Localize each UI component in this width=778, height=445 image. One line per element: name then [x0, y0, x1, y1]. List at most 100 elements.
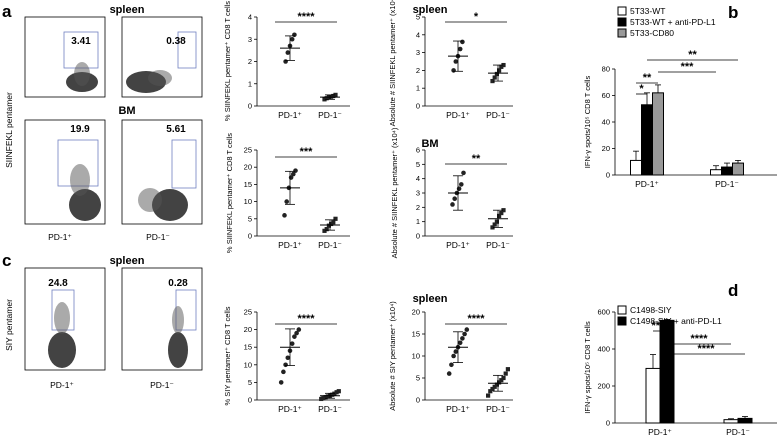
significance-label: **** — [690, 333, 708, 345]
y-tick-label: 2 — [416, 66, 420, 75]
flow-ylabel-a: SIINFEKL pentamer — [4, 92, 14, 168]
bar — [641, 104, 653, 176]
data-point — [284, 199, 290, 204]
data-point — [452, 196, 458, 202]
legend-label: 5T33-CD80 — [630, 28, 674, 38]
data-point — [505, 367, 510, 372]
bar — [645, 367, 661, 424]
data-point — [492, 222, 497, 227]
x-category-label: PD-1⁻ — [486, 110, 510, 120]
data-point — [464, 327, 470, 332]
data-point — [292, 32, 297, 38]
y-tick-label: 0 — [606, 419, 610, 428]
y-tick-label: 1 — [416, 217, 420, 226]
bar — [721, 166, 733, 176]
y-tick-label: 0 — [606, 171, 610, 180]
y-tick-label: 5 — [248, 214, 252, 223]
y-tick-label: 5 — [416, 13, 420, 22]
y-tick-label: 3 — [248, 35, 252, 44]
legend-swatch — [617, 28, 627, 38]
data-point — [451, 68, 456, 73]
data-point — [499, 64, 504, 69]
y-tick-label: 1 — [416, 84, 420, 93]
data-point — [460, 39, 465, 45]
title-spleen-c: spleen — [413, 293, 448, 305]
y-tick-label: 3 — [416, 48, 420, 57]
data-point — [459, 182, 464, 187]
title-spleen-a: spleen — [413, 4, 448, 16]
significance-label: * — [639, 83, 644, 95]
x-category-label: PD-1⁻ — [318, 240, 342, 250]
data-point — [446, 371, 452, 376]
data-point — [461, 170, 466, 176]
scatter-chart-a_abs_bm: 0 1 2 3 4 5 6 Absolute # SIINFEKL pentamer⁺ (x1… — [390, 127, 513, 258]
y-tick-label: 600 — [597, 308, 610, 317]
bar — [710, 169, 722, 176]
x-category-label: PD-1⁻ — [715, 179, 739, 189]
legend-swatch — [617, 305, 627, 315]
y-tick-label: 15 — [412, 330, 420, 339]
scatter-chart-c_abs_spleen: 0 5 10 15 20 Absolute # SIY pentamer⁺ (x10⁴) P… — [388, 301, 513, 414]
data-point — [497, 380, 502, 385]
data-point — [334, 390, 339, 395]
data-point — [488, 389, 493, 394]
data-point — [492, 384, 497, 389]
y-tick-label: 0 — [416, 102, 420, 111]
legend-swatch — [617, 316, 627, 326]
panel-label-d: d — [728, 281, 738, 300]
significance-label: **** — [297, 11, 315, 23]
y-tick-label: 10 — [412, 352, 420, 361]
data-point — [460, 336, 465, 341]
y-tick-label: 200 — [597, 382, 610, 391]
y-axis-label: IFN-γ spots/10⁵ CD8 T cells — [583, 321, 592, 414]
x-category-label: PD-1⁻ — [486, 240, 510, 250]
flow-plot-a-spleen-neg: 0.38 — [121, 16, 203, 98]
flow-title-bm: BM — [118, 105, 135, 117]
flow-title-spleen-c: spleen — [110, 255, 145, 267]
data-point — [333, 92, 338, 97]
data-point — [453, 349, 459, 354]
data-point — [333, 216, 338, 221]
x-category-label: PD-1⁻ — [726, 427, 750, 437]
y-tick-label: 5 — [248, 378, 252, 387]
flow-xlabel-a-neg: PD-1⁻ — [146, 232, 170, 242]
data-point — [285, 50, 291, 55]
significance-label: ** — [688, 49, 697, 61]
legend-swatch — [617, 6, 627, 16]
scatter-chart-c_pct_spleen: 0 5 10 15 20 25 % SIY pentamer⁺ CD8 T cells PD-… — [223, 306, 350, 414]
x-category-label: PD-1⁺ — [278, 404, 302, 414]
significance-label: ** — [643, 72, 652, 84]
y-tick-label: 40 — [602, 118, 610, 127]
data-point — [292, 334, 297, 339]
data-point — [462, 331, 467, 337]
y-axis-label: Absolute # SIINFEKL pentamer⁺ (x10⁴) — [388, 0, 397, 126]
y-tick-label: 4 — [416, 174, 420, 183]
bar — [723, 419, 739, 424]
y-tick-label: 20 — [244, 325, 252, 334]
data-point — [329, 221, 334, 227]
flow-title-spleen-a: spleen — [110, 4, 145, 16]
y-tick-label: 25 — [244, 308, 252, 317]
data-point — [453, 59, 459, 64]
y-tick-label: 20 — [412, 308, 420, 317]
data-point — [494, 382, 499, 387]
x-category-label: PD-1⁻ — [318, 404, 342, 414]
data-point — [322, 228, 327, 233]
y-axis-label: % SIINFEKL pentamer⁺ CD8 T cells — [223, 1, 232, 121]
y-tick-label: 0 — [248, 396, 252, 405]
panel-label-a: a — [2, 2, 12, 21]
y-tick-label: 3 — [416, 189, 420, 198]
data-point — [497, 68, 502, 73]
flow-plot-c-spleen-pos: 24.8 — [24, 267, 106, 371]
y-tick-label: 0 — [416, 232, 420, 241]
data-point — [283, 362, 288, 368]
flow-plot-c-spleen-neg: 0.28 — [121, 267, 203, 371]
y-tick-label: 6 — [416, 146, 420, 155]
data-point — [282, 213, 287, 218]
flow-xlabel-c-neg: PD-1⁻ — [150, 380, 174, 390]
scatter-chart-a_pct_spleen: 0 1 2 3 4 % SIINFEKL pentamer⁺ CD8 T cells PD-… — [223, 1, 350, 121]
data-point — [294, 330, 299, 336]
gate-value: 24.8 — [48, 278, 68, 289]
x-category-label: PD-1⁻ — [318, 110, 342, 120]
x-category-label: PD-1⁺ — [635, 179, 659, 189]
